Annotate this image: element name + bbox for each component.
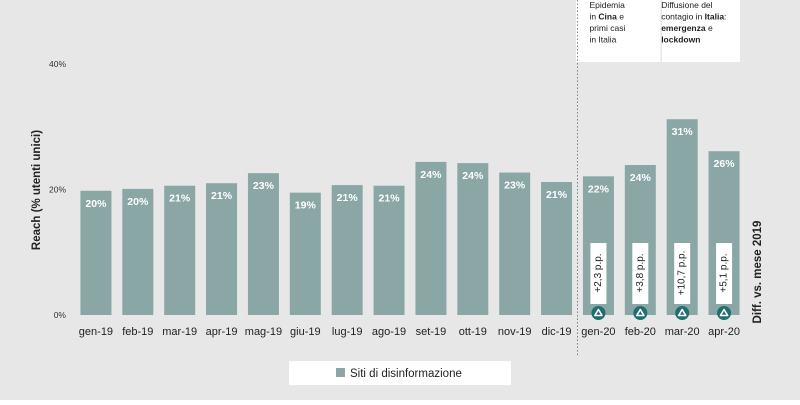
bar-value-label: 21%: [379, 193, 401, 205]
up-arrow-icon: [677, 308, 687, 317]
up-marker-icon: [591, 306, 606, 320]
annotation-text: emergenza: [661, 23, 706, 33]
y-axis-title: Reach (% utenti unici): [31, 130, 43, 250]
x-tick-label: ott-19: [459, 326, 487, 338]
diff-label: +5,1 p.p.: [719, 253, 730, 292]
bar-value-label: 21%: [211, 190, 233, 202]
diff-label-box: [632, 243, 649, 304]
annotation-text: primi casi: [589, 23, 625, 33]
annotation-text: in Italia: [589, 35, 616, 45]
annotation-line: primi casi: [589, 23, 625, 33]
annotation-line: lockdown: [661, 35, 700, 45]
diff-label-box: [674, 243, 691, 304]
x-tick-label: lug-19: [332, 326, 363, 338]
annotation-text: Italia: [705, 12, 725, 22]
bar: [164, 185, 196, 315]
bar-value-label: 22%: [588, 183, 610, 195]
x-tick-label: set-19: [416, 326, 447, 338]
bar: [206, 183, 238, 315]
bar-value-label: 24%: [420, 169, 442, 181]
diff-label: +2,3 p.p.: [593, 253, 604, 292]
x-tick-label: feb-19: [122, 326, 153, 338]
annotation-text: Epidemia: [589, 0, 625, 10]
bar-value-label: 26%: [714, 158, 736, 170]
bar: [373, 185, 405, 315]
bar: [415, 161, 447, 315]
diff-label: +10,7 p.p.: [677, 251, 688, 296]
diff-label: +3,8 p.p.: [635, 253, 646, 292]
annotation-line: in Cina e: [589, 12, 624, 22]
annotation-line: Diffusione del: [661, 0, 712, 10]
up-marker-icon: [675, 306, 690, 320]
diff-label-box: [590, 243, 607, 304]
annotation-line: in Italia: [589, 35, 616, 45]
annotation-text: contagio in: [661, 12, 704, 22]
annotation-text: in: [589, 12, 598, 22]
legend-label: Siti di disinformazione: [350, 368, 462, 380]
diff-label-box: [716, 243, 733, 304]
bar-value-label: 21%: [169, 193, 191, 205]
x-tick-label: gen-19: [79, 326, 113, 338]
annotation-box: [576, 0, 740, 62]
up-arrow-icon: [594, 308, 603, 317]
bar-value-label: 23%: [504, 180, 526, 192]
bar-value-label: 21%: [337, 192, 359, 204]
annotation-text: Cina: [598, 12, 617, 22]
bar: [80, 190, 112, 315]
annotation-line: contagio in Italia:: [661, 12, 726, 22]
x-tick-label: nov-19: [498, 326, 532, 338]
bar: [289, 192, 321, 315]
bar-value-label: 21%: [546, 189, 568, 201]
x-tick-label: dic-19: [542, 326, 572, 338]
bar-value-label: 23%: [253, 180, 275, 192]
bar-value-label: 20%: [127, 196, 149, 208]
up-marker-icon: [717, 306, 732, 320]
up-marker-icon: [633, 306, 648, 320]
diff-axis-title: Diff. vs. mese 2019: [752, 221, 764, 324]
x-tick-label: gen-20: [581, 326, 615, 338]
x-tick-label: ago-19: [372, 326, 406, 338]
y-tick-label: 0%: [54, 310, 67, 320]
legend-box: [289, 361, 511, 385]
bar: [122, 188, 154, 315]
up-arrow-icon: [719, 308, 729, 317]
bar-value-label: 24%: [630, 172, 652, 184]
annotation-text: Diffusione del: [661, 0, 712, 10]
bar-value-label: 20%: [85, 198, 107, 210]
bar: [247, 173, 279, 315]
bar: [331, 185, 363, 315]
annotation-line: Epidemia: [589, 0, 625, 10]
up-arrow-icon: [635, 308, 645, 317]
annotation-text: e: [617, 12, 624, 22]
bar-value-label: 31%: [672, 126, 694, 138]
x-tick-label: giu-19: [290, 326, 321, 338]
annotation-text: e: [706, 23, 713, 33]
x-tick-label: apr-19: [206, 326, 238, 338]
x-tick-label: mar-20: [665, 326, 700, 338]
x-tick-label: feb-20: [625, 326, 656, 338]
x-tick-label: mar-19: [162, 326, 197, 338]
y-tick-label: 40%: [49, 59, 66, 69]
legend-swatch: [336, 368, 345, 377]
bar-value-label: 24%: [462, 170, 484, 182]
bar-value-label: 19%: [295, 200, 317, 212]
annotation-line: emergenza e: [661, 23, 713, 33]
bar: [541, 181, 573, 315]
annotation-text: :: [724, 12, 726, 22]
bar: [499, 172, 531, 315]
y-tick-label: 20%: [49, 185, 66, 195]
x-tick-label: apr-20: [708, 326, 740, 338]
x-tick-label: mag-19: [245, 326, 282, 338]
bar: [457, 163, 489, 315]
annotation-text: lockdown: [661, 35, 700, 45]
